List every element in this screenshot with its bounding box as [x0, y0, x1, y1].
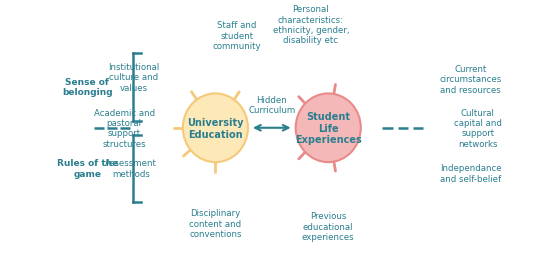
Text: Staff and
student
community: Staff and student community: [213, 21, 262, 51]
Text: Student
Life
Experiences: Student Life Experiences: [295, 112, 362, 145]
Text: University
Education: University Education: [187, 118, 244, 139]
Text: Previous
educational
experiences: Previous educational experiences: [302, 211, 354, 241]
Text: Institutional
culture and
values: Institutional culture and values: [108, 62, 159, 92]
Text: Hidden
Curriculum: Hidden Curriculum: [248, 95, 296, 115]
Text: Personal
characteristics:
ethnicity, gender,
disability etc: Personal characteristics: ethnicity, gen…: [273, 5, 349, 45]
Text: Sense of
belonging: Sense of belonging: [62, 77, 113, 97]
Ellipse shape: [183, 94, 248, 163]
Text: Cultural
capital and
support
networks: Cultural capital and support networks: [454, 108, 502, 148]
Text: Independance
and self-belief: Independance and self-belief: [440, 164, 502, 183]
Text: Current
circumstances
and resources: Current circumstances and resources: [440, 65, 502, 94]
Text: Rules of the
game: Rules of the game: [57, 159, 118, 178]
Text: Disciplinary
content and
conventions: Disciplinary content and conventions: [189, 209, 242, 238]
Text: Academic and
pastoral
support
structures: Academic and pastoral support structures: [94, 108, 155, 148]
Ellipse shape: [296, 94, 361, 163]
Text: Assessment
methods: Assessment methods: [105, 159, 157, 178]
